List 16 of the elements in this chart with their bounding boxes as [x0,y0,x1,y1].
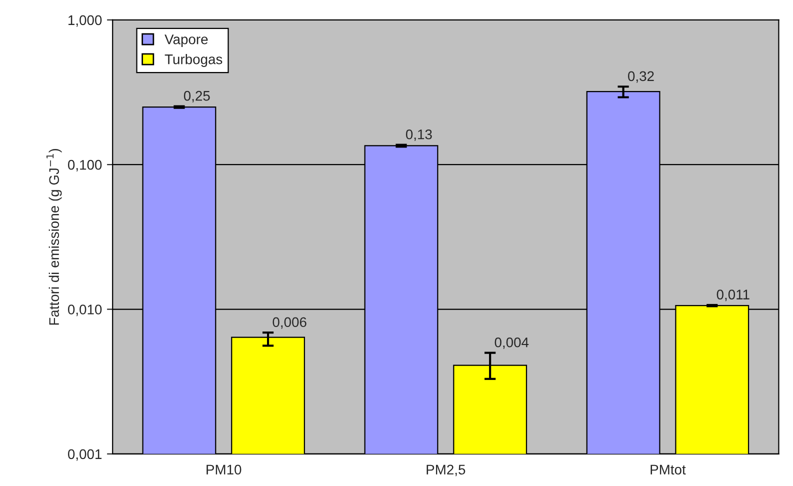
y-tick-label: 0,100 [68,160,102,172]
data-label: 0,006 [272,317,306,329]
data-label: 0,011 [716,290,750,302]
data-label: 0,32 [628,71,654,83]
x-tick-label: PM2,5 [426,464,466,476]
legend-label: Turbogas [164,54,222,67]
y-tick-label: 0,001 [68,449,102,461]
y-tick-label: 0,010 [68,304,102,316]
x-tick-label: PMtot [650,464,686,475]
data-label: 0,13 [406,129,432,141]
data-label: 0,25 [184,90,210,102]
legend-label: Vapore [164,34,208,48]
y-axis-title: Fattori di emissione (g GJ$^{−1}$) [46,148,62,325]
x-tick-label: PM10 [206,464,242,475]
data-label: 0,004 [494,337,529,349]
y-tick-label: 1,000 [68,15,102,27]
